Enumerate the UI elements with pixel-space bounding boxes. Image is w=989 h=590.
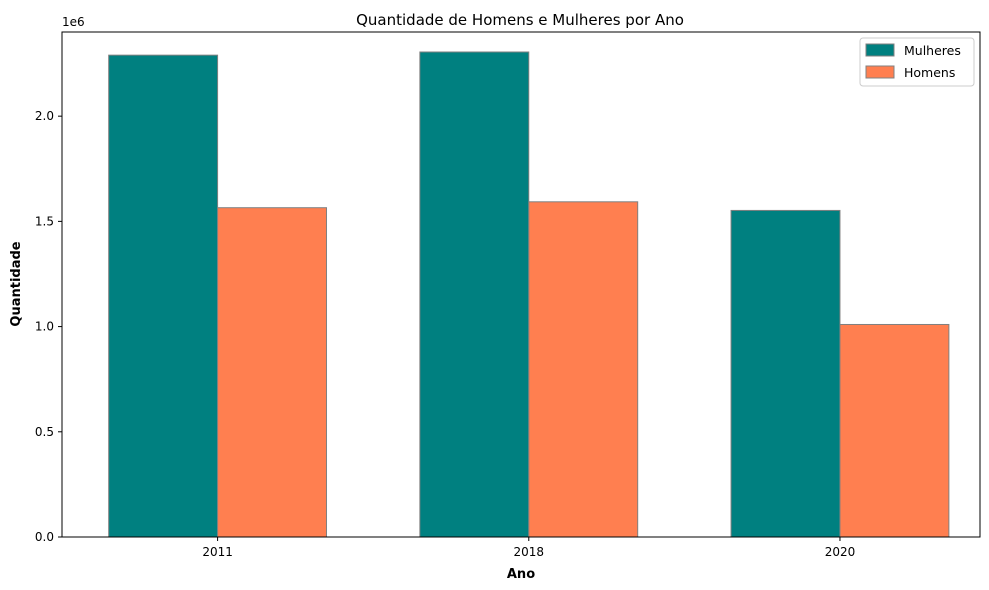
bar-homens-2018	[528, 201, 639, 538]
y-tick-label: 0.0	[35, 530, 54, 544]
x-tick-label: 2018	[514, 545, 545, 559]
y-multiplier-label: 1e6	[62, 15, 85, 29]
legend-label-mulheres: Mulheres	[904, 43, 961, 58]
legend: Mulheres Homens	[859, 37, 975, 87]
legend-label-homens: Homens	[904, 65, 955, 80]
plot-frame	[61, 31, 981, 538]
y-axis-title: Quantidade	[9, 241, 24, 326]
x-axis-title: Ano	[507, 567, 535, 582]
bar-mulheres-2018	[419, 51, 530, 538]
y-tick-label: 0.5	[35, 425, 54, 439]
x-tick-label: 2020	[825, 545, 856, 559]
bar-mulheres-2020	[730, 209, 841, 538]
x-tick-label: 2011	[202, 545, 233, 559]
bar-homens-2011	[217, 207, 328, 538]
legend-swatch-mulheres	[865, 43, 895, 57]
chart-title: Quantidade de Homens e Mulheres por Ano	[356, 11, 684, 29]
bar-homens-2020	[839, 323, 950, 538]
bars-group	[108, 51, 950, 538]
x-axis: 2011 2018 2020	[202, 537, 855, 559]
bar-mulheres-2011	[108, 54, 219, 538]
y-tick-label: 2.0	[35, 109, 54, 123]
y-tick-label: 1.0	[35, 320, 54, 334]
y-axis: 0.0 0.5 1.0 1.5 2.0	[35, 109, 62, 544]
y-tick-label: 1.5	[35, 214, 54, 228]
legend-swatch-homens	[865, 65, 895, 79]
